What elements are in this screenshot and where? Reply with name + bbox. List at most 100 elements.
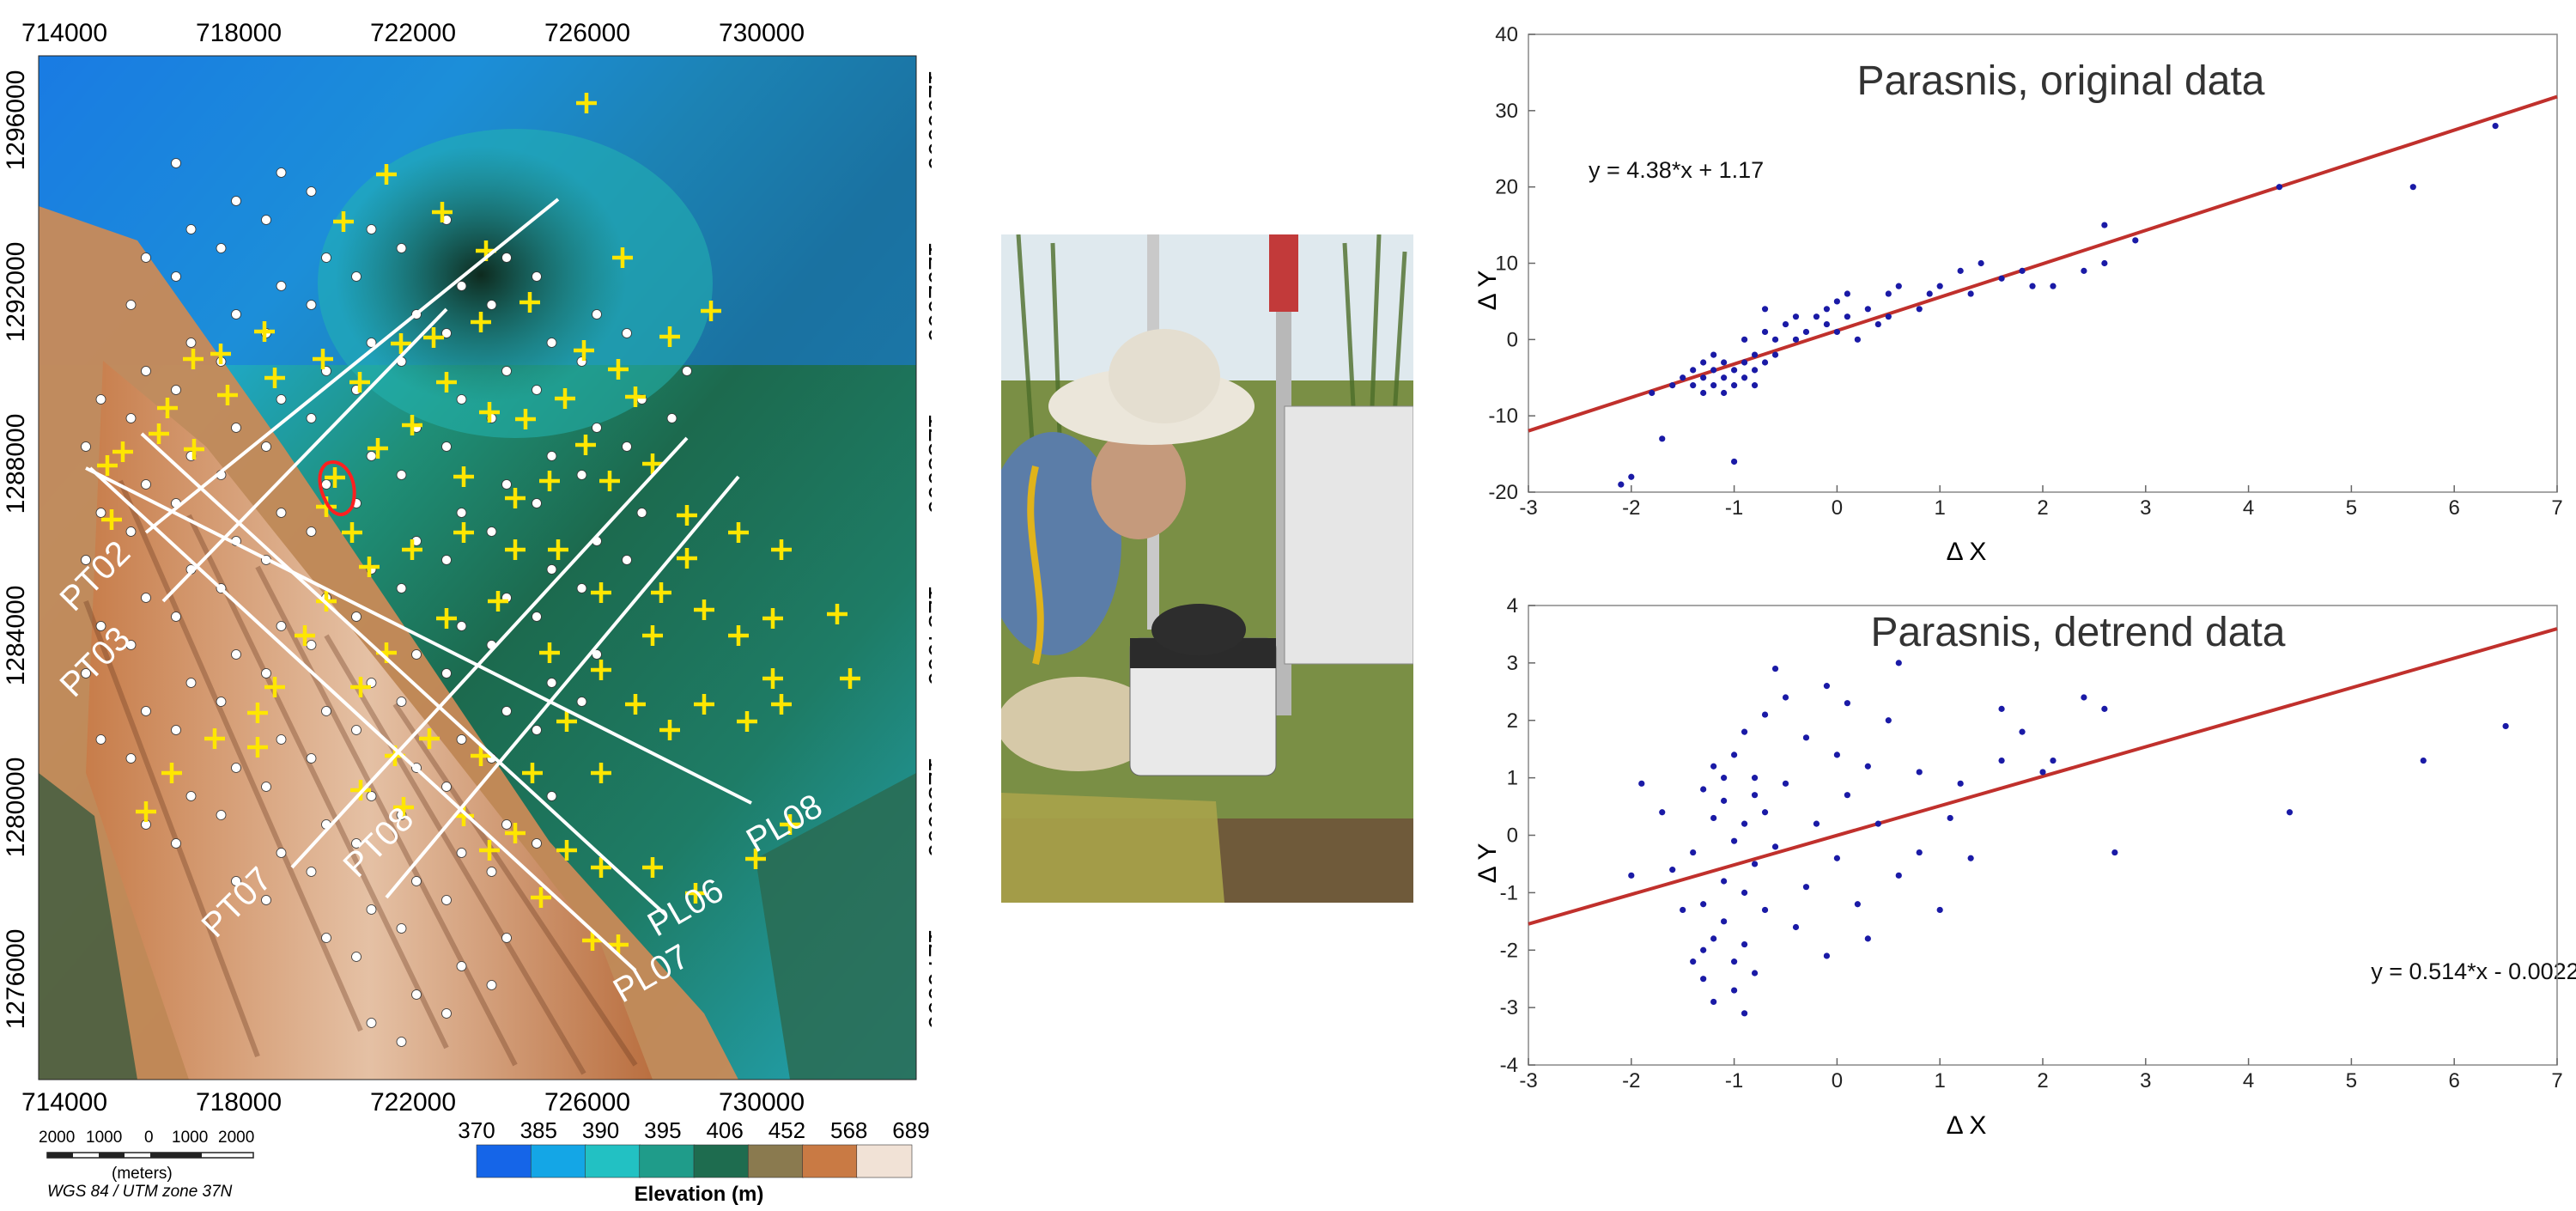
- x-tick-label: 7: [2551, 496, 2562, 520]
- data-point: [1741, 820, 1748, 827]
- station-dot: [231, 309, 241, 319]
- station-dot: [366, 338, 377, 348]
- scatter-original-svg: Parasnis, original data y = 4.38*x + 1.1…: [1473, 23, 2563, 566]
- station-cross: [112, 441, 133, 462]
- station-dot: [546, 678, 557, 688]
- station-cross: [313, 349, 333, 369]
- legend-tick-label: 452: [769, 1117, 805, 1143]
- station-cross: [359, 557, 380, 577]
- station-cross: [659, 720, 680, 740]
- station-dot: [441, 668, 452, 679]
- data-point: [1741, 374, 1748, 381]
- station-dot: [351, 612, 361, 622]
- legend-tick-label: 406: [706, 1117, 743, 1143]
- scatter-detrend: Parasnis, detrend data y = 0.514*x - 0.0…: [1460, 593, 2576, 1142]
- station-cross: [625, 694, 646, 715]
- data-point: [1741, 336, 1748, 343]
- station-dot: [276, 734, 287, 745]
- station-cross: [204, 728, 225, 749]
- map-y-tick-left: 1284000: [2, 586, 30, 686]
- data-point: [1659, 435, 1666, 442]
- data-point: [1710, 998, 1717, 1006]
- x-tick-label: 3: [2140, 1069, 2151, 1092]
- data-point: [1802, 884, 1810, 891]
- data-point: [1833, 855, 1840, 861]
- data-point: [1813, 820, 1820, 827]
- data-point: [1771, 843, 1779, 850]
- station-cross: [325, 467, 345, 488]
- station-cross: [591, 857, 611, 878]
- station-cross: [591, 582, 611, 603]
- station-dot: [396, 243, 407, 253]
- data-point: [2081, 694, 2087, 701]
- data-point: [1792, 336, 1800, 343]
- station-dot: [441, 441, 452, 452]
- scale-label-2: 0: [144, 1129, 154, 1147]
- station-cross: [762, 668, 783, 689]
- station-dot: [456, 394, 467, 405]
- data-point: [1741, 940, 1748, 948]
- station-dot: [592, 649, 602, 660]
- data-point: [2101, 259, 2108, 267]
- y-tick-label: 2: [1507, 709, 1518, 733]
- station-dot: [501, 479, 512, 490]
- station-cross: [515, 409, 536, 429]
- gravimeter-top: [1151, 604, 1246, 655]
- station-cross: [612, 247, 633, 268]
- data-point: [1741, 359, 1748, 366]
- data-point: [1680, 906, 1686, 914]
- station-dot: [411, 989, 422, 1000]
- data-point: [1741, 1010, 1748, 1017]
- station-cross: [728, 522, 749, 543]
- data-point: [1895, 283, 1902, 289]
- x-tick-label: 3: [2140, 496, 2151, 520]
- data-point: [1761, 906, 1769, 914]
- station-dot: [125, 300, 137, 310]
- data-point: [1700, 946, 1707, 953]
- data-point: [1680, 374, 1686, 381]
- station-dot: [366, 224, 377, 234]
- station-cross: [745, 849, 766, 869]
- station-cross: [505, 539, 526, 560]
- station-dot: [441, 328, 452, 338]
- station-cross: [599, 471, 620, 491]
- station-dot: [396, 697, 407, 707]
- data-point: [1885, 717, 1892, 724]
- map-y-tick-left: 1276000: [2, 929, 30, 1030]
- station-cross: [349, 372, 370, 393]
- y-tick-label: 20: [1495, 176, 1518, 199]
- station-cross: [737, 711, 757, 732]
- station-dot: [622, 328, 632, 338]
- station-cross: [505, 823, 526, 843]
- scale-label-4: 2000: [218, 1129, 254, 1147]
- station-dot: [441, 895, 452, 905]
- station-dot: [532, 385, 542, 395]
- station-dot: [81, 555, 91, 565]
- station-cross: [685, 883, 706, 904]
- station-dot: [546, 451, 557, 461]
- y-tick-label: 40: [1495, 23, 1518, 46]
- x-tick-label: 5: [2346, 496, 2357, 520]
- station-cross: [827, 604, 848, 624]
- map-y-tick-right: 1284000: [923, 586, 932, 686]
- map-x-tick-bottom: 726000: [544, 1088, 630, 1117]
- data-point: [1751, 351, 1759, 358]
- station-cross: [479, 402, 500, 423]
- data-point: [1771, 351, 1779, 358]
- station-dot: [306, 640, 317, 650]
- station-cross: [575, 435, 596, 455]
- station-cross: [350, 677, 371, 697]
- station-cross: [642, 453, 663, 474]
- data-point: [2286, 809, 2293, 816]
- data-point: [1916, 306, 1923, 313]
- station-dot: [141, 253, 151, 263]
- station-dot: [95, 734, 106, 745]
- station-dot: [666, 413, 677, 423]
- fit-line: [1528, 627, 2558, 926]
- station-dot: [125, 526, 137, 537]
- map-y-tick-right: 1292000: [923, 242, 932, 343]
- data-point: [1936, 906, 1943, 914]
- station-dot: [441, 1008, 452, 1019]
- station-dot: [396, 1037, 407, 1047]
